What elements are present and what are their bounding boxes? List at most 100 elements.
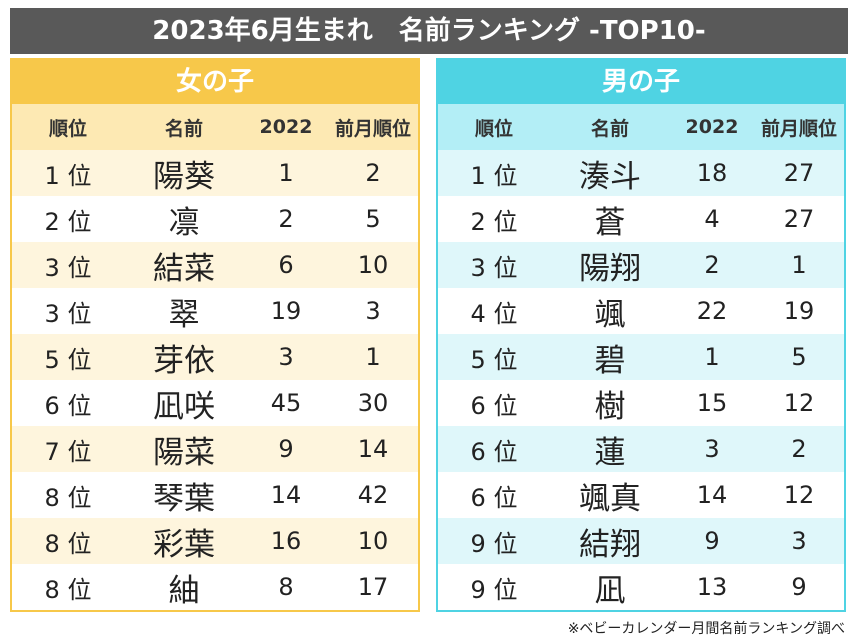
name: 琴葉 [153,480,215,517]
prev-month-rank: 5 [365,205,381,233]
prev-month-rank: 10 [357,527,389,555]
rank: 9 位 [470,575,518,604]
name: 紬 [168,572,200,609]
column-header: 前月順位 [334,117,411,140]
prev-month-rank: 12 [783,389,815,417]
table-row: 8 位 琴葉 14 42 [12,472,418,518]
name: 颯 [594,296,626,333]
rank: 5 位 [44,345,92,374]
name: 碧 [594,342,626,379]
rank: 6 位 [470,391,518,420]
table-row: 2 位 蒼 4 27 [438,196,844,242]
prev-month-rank: 42 [357,481,389,509]
rank-2022: 2 [278,205,294,233]
name: 湊斗 [579,158,641,195]
rank-2022: 3 [704,435,720,463]
rank-2022: 45 [270,389,302,417]
prev-month-rank: 17 [357,573,389,601]
rank: 9 位 [470,529,518,558]
rank: 8 位 [44,575,92,604]
prev-month-rank: 27 [783,205,815,233]
rank-2022: 18 [696,159,728,187]
table-row: 6 位 颯真 14 12 [438,472,844,518]
name: 結翔 [579,526,641,563]
prev-month-rank: 1 [365,343,381,371]
rank-2022: 19 [270,297,302,325]
column-header: 2022 [685,116,739,138]
rank-2022: 4 [704,205,720,233]
rank: 8 位 [44,529,92,558]
page-title: 2023年6月生まれ 名前ランキング -TOP10- [10,8,848,54]
table-row: 4 位 颯 22 19 [438,288,844,334]
prev-month-rank: 2 [365,159,381,187]
footnote: ※ベビーカレンダー月間名前ランキング調べ [567,621,845,637]
table-row: 1 位 陽葵 1 2 [12,150,418,196]
column-header: 2022 [259,116,313,138]
rank: 1 位 [470,161,518,190]
table-row: 5 位 芽依 3 1 [12,334,418,380]
rank: 2 位 [44,207,92,236]
name: 颯真 [579,480,641,517]
rank-2022: 9 [704,527,720,555]
table-row: 9 位 凪 13 9 [438,564,844,610]
name: 翠 [168,296,200,333]
column-header-row: 順位 名前 2022 前月順位 [12,104,418,150]
prev-month-rank: 27 [783,159,815,187]
rank-2022: 22 [696,297,728,325]
table-row: 2 位 凛 2 5 [12,196,418,242]
prev-month-rank: 30 [357,389,389,417]
rank: 1 位 [44,161,92,190]
rank-2022: 6 [278,251,294,279]
table-row: 6 位 蓮 3 2 [438,426,844,472]
prev-month-rank: 19 [783,297,815,325]
table-row: 1 位 湊斗 18 27 [438,150,844,196]
column-header: 名前 [164,117,203,140]
rank-2022: 1 [278,159,294,187]
rank: 3 位 [44,299,92,328]
prev-month-rank: 2 [791,435,807,463]
name: 蓮 [594,434,626,471]
rank: 5 位 [470,345,518,374]
prev-month-rank: 1 [791,251,807,279]
rank-2022: 8 [278,573,294,601]
column-header: 順位 [474,117,513,140]
prev-month-rank: 14 [357,435,389,463]
rank-2022: 16 [270,527,302,555]
table-row: 3 位 翠 19 3 [12,288,418,334]
table-body: 順位 名前 2022 前月順位 1 位 湊斗 18 27 2 位 蒼 4 27 3 位 陽翔 2 1 4 位 颯 2… [438,104,844,610]
name: 凪 [594,572,626,609]
column-header: 前月順位 [760,117,837,140]
rank: 6 位 [44,391,92,420]
column-header: 名前 [590,117,629,140]
table-title: 男の子 [438,60,844,104]
rank-2022: 9 [278,435,294,463]
rank: 8 位 [44,483,92,512]
ranking-table: 男の子 順位 名前 2022 前月順位 1 位 湊斗 18 27 2 位 蒼 4 27 3 位 陽翔 2 1 4 … [436,58,846,612]
table-title: 女の子 [12,60,418,104]
rank-2022: 14 [696,481,728,509]
prev-month-rank: 3 [791,527,807,555]
prev-month-rank: 3 [365,297,381,325]
table-row: 8 位 彩葉 16 10 [12,518,418,564]
rank-2022: 14 [270,481,302,509]
table-row: 3 位 陽翔 2 1 [438,242,844,288]
column-header: 順位 [48,117,87,140]
table-row: 8 位 紬 8 17 [12,564,418,610]
name: 陽翔 [579,250,641,287]
table-row: 5 位 碧 1 5 [438,334,844,380]
table-row: 9 位 結翔 9 3 [438,518,844,564]
rank-2022: 2 [704,251,720,279]
table-row: 6 位 凪咲 45 30 [12,380,418,426]
prev-month-rank: 5 [791,343,807,371]
rank: 2 位 [470,207,518,236]
name: 結菜 [153,250,215,287]
rank-2022: 3 [278,343,294,371]
name: 陽葵 [153,158,215,195]
name: 凪咲 [153,388,215,425]
rank-2022: 15 [696,389,728,417]
name: 蒼 [594,204,626,241]
table-row: 6 位 樹 15 12 [438,380,844,426]
